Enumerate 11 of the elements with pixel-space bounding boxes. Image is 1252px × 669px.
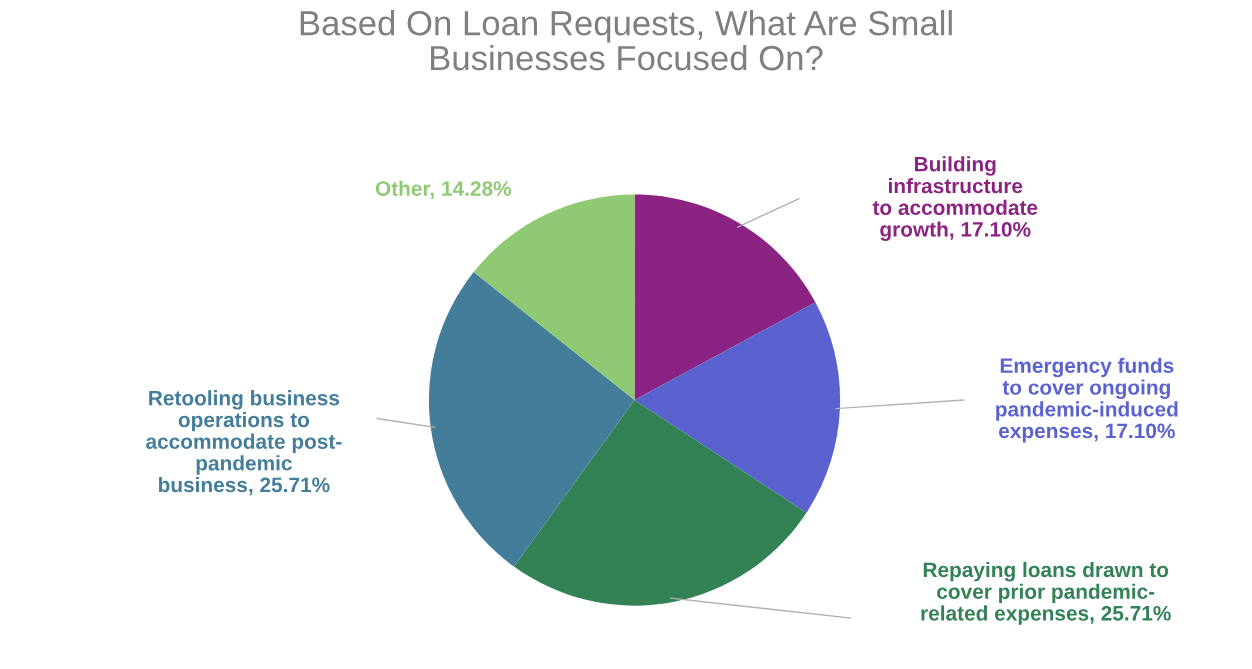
slice-label: Other, 14.28% bbox=[375, 180, 512, 199]
pie-slice bbox=[473, 194, 635, 401]
pie-slice bbox=[634, 194, 816, 401]
slice-label: Emergency funds to cover ongoing pandemic-induced expenses, 17.10% bbox=[996, 357, 1178, 443]
pie-slice bbox=[634, 302, 841, 513]
chart-title: Based On Loan Requests, What Are Small Businesses Focused On? bbox=[300, 10, 952, 71]
pie-slice bbox=[428, 271, 635, 567]
slice-label: Retooling business operations to accommodate post-pandemic business, 25.71% bbox=[146, 390, 342, 496]
slice-label: Repaying loans drawn to cover prior pandemic-related expenses, 25.71% bbox=[921, 561, 1171, 625]
pie-slice bbox=[513, 400, 807, 606]
slice-label: Building infrastructure to accommodate growth, 17.10% bbox=[872, 156, 1038, 241]
